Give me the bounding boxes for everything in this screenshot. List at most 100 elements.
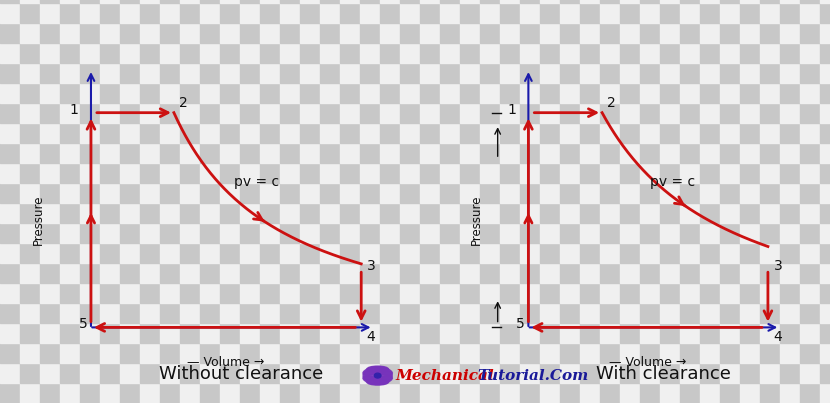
Bar	[360, 363, 380, 383]
Bar	[140, 103, 160, 123]
Bar	[640, 243, 660, 263]
Bar	[400, 183, 420, 203]
Bar	[300, 103, 320, 123]
Bar	[40, 0, 60, 3]
Bar	[120, 23, 140, 43]
Ellipse shape	[363, 376, 381, 384]
Bar	[260, 163, 280, 183]
Bar	[800, 123, 820, 143]
Bar	[60, 103, 80, 123]
Bar	[240, 183, 260, 203]
Bar	[320, 163, 340, 183]
Bar	[80, 23, 100, 43]
Bar	[0, 23, 20, 43]
Bar	[620, 383, 640, 403]
Bar	[360, 223, 380, 243]
Bar	[800, 3, 820, 23]
Bar	[540, 63, 560, 83]
Bar	[360, 143, 380, 163]
Bar	[480, 343, 500, 363]
Bar	[620, 243, 640, 263]
Bar	[300, 323, 320, 343]
Bar	[480, 103, 500, 123]
Bar	[340, 103, 360, 123]
Bar	[360, 283, 380, 303]
Bar	[20, 243, 40, 263]
Bar	[180, 283, 200, 303]
Bar	[500, 3, 520, 23]
Bar	[680, 203, 700, 223]
Bar	[680, 143, 700, 163]
Bar	[420, 123, 440, 143]
Bar	[120, 0, 140, 3]
Bar	[580, 343, 600, 363]
Bar	[540, 0, 560, 3]
Bar	[260, 323, 280, 343]
Bar	[620, 63, 640, 83]
Bar	[380, 3, 400, 23]
Bar	[800, 43, 820, 63]
Bar	[820, 83, 830, 103]
Bar	[180, 343, 200, 363]
Bar	[660, 0, 680, 3]
Text: 3: 3	[368, 260, 376, 274]
Bar	[620, 103, 640, 123]
Bar	[520, 123, 540, 143]
Bar	[580, 3, 600, 23]
Bar	[140, 3, 160, 23]
Bar	[140, 343, 160, 363]
Bar	[500, 143, 520, 163]
Bar	[220, 283, 240, 303]
Bar	[780, 143, 800, 163]
Bar	[640, 83, 660, 103]
Bar	[780, 183, 800, 203]
Bar	[0, 3, 20, 23]
Bar	[640, 383, 660, 403]
Bar	[680, 283, 700, 303]
Bar	[520, 203, 540, 223]
Bar	[640, 0, 660, 3]
Bar	[160, 343, 180, 363]
Bar	[20, 283, 40, 303]
Bar	[280, 0, 300, 3]
Bar	[440, 243, 460, 263]
Bar	[700, 323, 720, 343]
Bar	[380, 283, 400, 303]
Bar	[660, 63, 680, 83]
Bar	[160, 43, 180, 63]
Bar	[740, 163, 760, 183]
Bar	[160, 103, 180, 123]
Bar	[20, 143, 40, 163]
Bar	[20, 23, 40, 43]
Bar	[160, 83, 180, 103]
Bar	[220, 103, 240, 123]
Bar	[260, 183, 280, 203]
Bar	[580, 163, 600, 183]
Bar	[140, 163, 160, 183]
Bar	[440, 63, 460, 83]
Bar	[320, 323, 340, 343]
Bar	[40, 343, 60, 363]
Bar	[760, 323, 780, 343]
Bar	[100, 363, 120, 383]
Bar	[400, 323, 420, 343]
Bar	[800, 163, 820, 183]
Bar	[360, 63, 380, 83]
Bar	[560, 383, 580, 403]
Bar	[20, 363, 40, 383]
Bar	[480, 163, 500, 183]
Bar	[560, 283, 580, 303]
Bar	[220, 323, 240, 343]
Bar	[800, 23, 820, 43]
Bar	[760, 23, 780, 43]
Text: 4: 4	[773, 330, 782, 344]
Bar	[760, 0, 780, 3]
Bar	[600, 63, 620, 83]
Bar	[720, 383, 740, 403]
Bar	[200, 303, 220, 323]
Bar	[40, 63, 60, 83]
Bar	[240, 303, 260, 323]
Bar	[120, 83, 140, 103]
Bar	[300, 303, 320, 323]
Bar	[20, 323, 40, 343]
